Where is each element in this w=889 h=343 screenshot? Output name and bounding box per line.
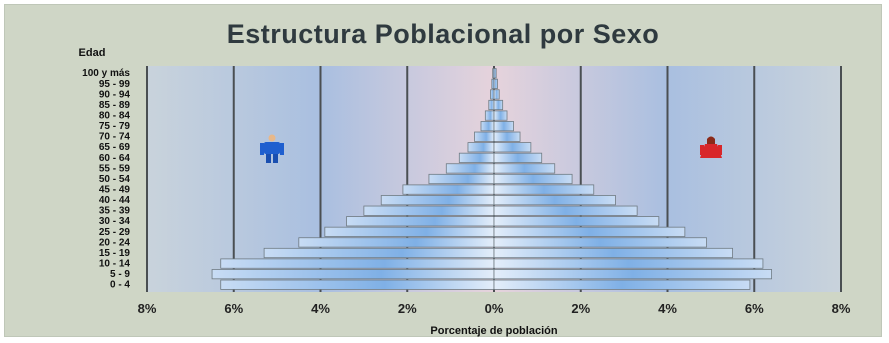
bar-male <box>458 152 495 163</box>
age-category-label: 35 - 39 <box>99 206 131 217</box>
bar-male <box>220 279 495 290</box>
age-category-label: 5 - 9 <box>110 269 130 280</box>
bar-male <box>211 269 495 280</box>
bar-female <box>493 269 773 280</box>
bar-female <box>493 258 764 269</box>
age-category-label: 40 - 44 <box>99 195 131 206</box>
bar-female <box>493 110 508 121</box>
x-axis-title: Porcentaje de población <box>430 325 557 337</box>
age-category-label: 75 - 79 <box>99 121 131 132</box>
bar-male <box>445 163 495 174</box>
x-tick-label: 8% <box>138 301 157 316</box>
age-category-label: 50 - 54 <box>99 174 131 185</box>
x-tick-label: 2% <box>571 301 590 316</box>
bar-female <box>493 184 595 195</box>
age-category-label: 0 - 4 <box>110 280 130 291</box>
bar-male <box>298 237 495 248</box>
age-category-label: 45 - 49 <box>99 184 131 195</box>
bar-female <box>493 121 514 132</box>
bar-female <box>493 131 521 142</box>
bar-female <box>493 205 638 216</box>
age-category-label: 25 - 29 <box>99 227 131 238</box>
bar-female <box>493 195 616 206</box>
male-figure-icon <box>260 134 284 163</box>
bar-male <box>380 195 495 206</box>
age-category-label: 70 - 74 <box>99 132 131 143</box>
x-tick-label: 6% <box>745 301 764 316</box>
bar-female <box>493 173 573 185</box>
chart-title: Estructura Poblacional por Sexo <box>226 19 660 49</box>
x-tick-label: 2% <box>398 301 417 316</box>
bar-male <box>484 110 495 121</box>
bar-male <box>480 121 495 132</box>
x-tick-label: 4% <box>658 301 677 316</box>
bar-female <box>493 68 497 79</box>
age-category-label: 20 - 24 <box>99 237 131 248</box>
bar-male <box>324 226 495 237</box>
age-category-label: 15 - 19 <box>99 248 131 259</box>
x-tick-label: 6% <box>224 301 243 316</box>
bar-male <box>488 99 495 111</box>
age-category-label: 100 y más <box>82 68 130 79</box>
bar-female <box>493 99 504 111</box>
bar-female <box>493 216 660 227</box>
x-tick-label: 4% <box>311 301 330 316</box>
age-category-label: 65 - 69 <box>99 142 131 153</box>
age-category-label: 95 - 99 <box>99 79 131 90</box>
age-category-label: 60 - 64 <box>99 153 131 164</box>
bar-female <box>493 279 751 290</box>
bar-female <box>493 163 556 174</box>
age-category-label: 30 - 34 <box>99 216 131 227</box>
bar-female <box>493 89 500 100</box>
bar-male <box>428 173 495 185</box>
age-category-label: 85 - 89 <box>99 100 131 111</box>
bar-female <box>493 78 498 89</box>
age-category-label: 80 - 84 <box>99 110 131 121</box>
age-category-label: 10 - 14 <box>99 258 131 269</box>
bar-female <box>493 247 733 259</box>
bar-female <box>493 237 707 248</box>
bar-female <box>493 152 543 163</box>
age-category-label: 90 - 94 <box>99 89 131 100</box>
female-figure-icon <box>700 136 722 158</box>
age-category-label: 55 - 59 <box>99 163 131 174</box>
bar-male <box>263 247 495 259</box>
bar-female <box>493 226 686 237</box>
bar-male <box>490 89 495 100</box>
x-tick-label: 0% <box>485 301 504 316</box>
x-tick-label: 8% <box>832 301 851 316</box>
bar-male <box>363 205 495 216</box>
y-axis-title: Edad <box>79 47 106 59</box>
bar-male <box>467 142 495 153</box>
bar-male <box>402 184 495 195</box>
bar-male <box>346 216 495 227</box>
bar-female <box>493 142 532 153</box>
bar-male <box>474 131 495 142</box>
bar-male <box>220 258 495 269</box>
